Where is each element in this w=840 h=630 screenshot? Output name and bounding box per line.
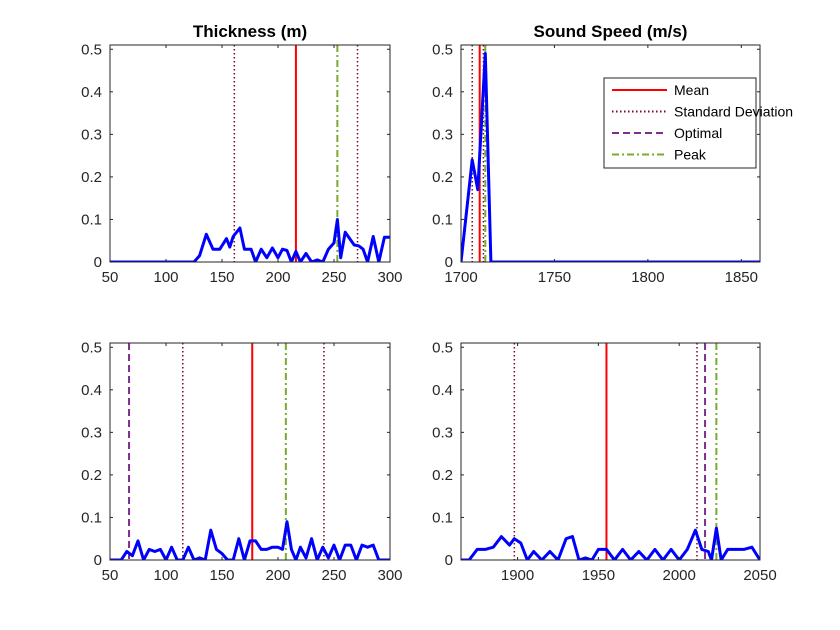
y-tick-label: 0 <box>445 552 453 569</box>
data-series-line <box>110 218 390 262</box>
chart-panel-3: 50 100 150 200 250 300 0 0.1 0.2 0.3 0.4 0.5 <box>81 339 402 584</box>
x-tick-label: 2050 <box>743 567 776 584</box>
x-tick-label: 2000 <box>663 567 696 584</box>
x-tick-label: 1950 <box>582 567 615 584</box>
x-tick-label: 100 <box>153 269 178 286</box>
x-tick-label: 150 <box>209 269 234 286</box>
y-tick-label: 0.2 <box>432 169 453 186</box>
axes-box <box>109 44 391 263</box>
y-tick-label: 0.4 <box>81 84 102 101</box>
y-tick-label: 0 <box>445 254 453 271</box>
x-tick-label: 250 <box>321 269 346 286</box>
x-tick-label: 1900 <box>501 567 534 584</box>
legend: Mean Standard Deviation Optimal Peak <box>603 77 793 169</box>
legend-label-mean: Mean <box>674 82 709 98</box>
legend-label-peak: Peak <box>674 147 707 163</box>
y-tick-label: 0.4 <box>81 382 102 399</box>
y-tick-label: 0 <box>94 552 102 569</box>
x-tick-label: 100 <box>153 567 178 584</box>
axes-box <box>460 44 761 263</box>
x-tick-label: 50 <box>102 567 119 584</box>
data-series-line <box>110 520 390 560</box>
y-tick-label: 0.2 <box>432 467 453 484</box>
y-tick-label: 0.1 <box>81 211 102 228</box>
x-tick-label: 1700 <box>444 269 477 286</box>
x-tick-label: 300 <box>377 269 402 286</box>
x-tick-label: 1750 <box>538 269 571 286</box>
y-tick-label: 0.3 <box>432 424 453 441</box>
chart-title: Sound Speed (m/s) <box>534 22 688 41</box>
plot-area <box>110 45 390 262</box>
legend-label-optimal: Optimal <box>674 125 722 141</box>
plot-area <box>461 343 760 560</box>
y-tick-label: 0.5 <box>81 41 102 58</box>
y-tick-label: 0 <box>94 254 102 271</box>
y-tick-label: 0.5 <box>432 339 453 356</box>
y-tick-label: 0.4 <box>432 382 453 399</box>
y-tick-label: 0.2 <box>81 169 102 186</box>
chart-panel-4: 1900 1950 2000 2050 0 0.1 0.2 0.3 0.4 0.5 <box>432 339 777 584</box>
x-tick-label: 300 <box>377 567 402 584</box>
x-tick-label: 1850 <box>725 269 758 286</box>
x-tick-label: 250 <box>321 567 346 584</box>
data-series-line <box>461 52 760 262</box>
data-series-line <box>461 526 760 560</box>
legend-box <box>603 77 757 169</box>
y-tick-label: 0.3 <box>81 424 102 441</box>
y-tick-label: 0.3 <box>81 126 102 143</box>
y-tick-label: 0.5 <box>81 339 102 356</box>
y-tick-label: 0.5 <box>432 41 453 58</box>
y-tick-label: 0.1 <box>81 509 102 526</box>
plot-area <box>110 343 390 560</box>
x-tick-label: 1800 <box>631 269 664 286</box>
y-tick-label: 0.2 <box>81 467 102 484</box>
y-tick-label: 0.3 <box>432 126 453 143</box>
chart-panel-1: 50 100 150 200 250 300 0 0.1 0.2 0.3 0.4 0.5 Thickne… <box>81 22 402 286</box>
y-tick-label: 0.4 <box>432 84 453 101</box>
x-tick-label: 150 <box>209 567 234 584</box>
axes-box <box>109 342 391 561</box>
x-tick-label: 200 <box>265 567 290 584</box>
y-tick-label: 0.1 <box>432 211 453 228</box>
legend-label-std: Standard Deviation <box>674 104 793 120</box>
chart-title: Thickness (m) <box>193 22 307 41</box>
y-tick-label: 0.1 <box>432 509 453 526</box>
axes-box <box>460 342 761 561</box>
x-tick-label: 50 <box>102 269 119 286</box>
x-tick-label: 200 <box>265 269 290 286</box>
